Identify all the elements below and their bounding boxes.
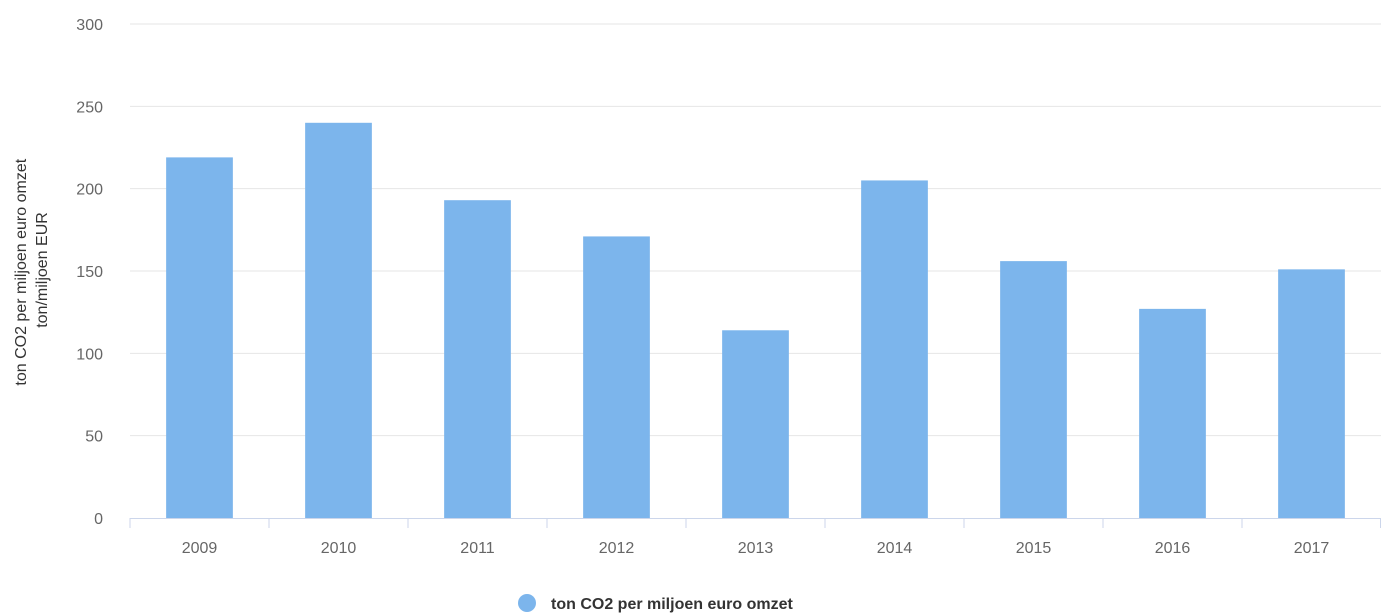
- x-tick-label: 2010: [321, 540, 357, 557]
- bars: [166, 122, 1345, 519]
- bar-2010[interactable]: [305, 122, 372, 519]
- y-tick-label: 50: [85, 429, 103, 446]
- x-tick-label: 2013: [738, 540, 774, 557]
- x-tick-label: 2015: [1016, 540, 1052, 557]
- bar-2016[interactable]: [1139, 308, 1206, 518]
- y-axis-title: ton CO2 per miljoen euro omzet ton/miljo…: [13, 154, 51, 385]
- bar-2017[interactable]: [1278, 269, 1345, 518]
- bar-2012[interactable]: [583, 236, 650, 519]
- bar-2011[interactable]: [444, 200, 511, 518]
- y-tick-label: 0: [94, 511, 103, 528]
- y-tick-label: 100: [76, 346, 103, 363]
- x-tick-label: 2012: [599, 540, 635, 557]
- y-tick-label: 250: [76, 99, 103, 116]
- bar-2009[interactable]: [166, 157, 233, 518]
- legend[interactable]: ton CO2 per miljoen euro omzet: [518, 594, 793, 613]
- x-axis: [129, 518, 1381, 528]
- x-tick-label: 2011: [460, 540, 495, 557]
- bar-2013[interactable]: [722, 330, 789, 518]
- x-tick-label: 2016: [1155, 540, 1191, 557]
- y-axis-title-line-1: ton CO2 per miljoen euro omzet: [13, 158, 30, 385]
- legend-swatch-icon: [518, 594, 536, 612]
- x-axis-ticks: 2009 2010 2011 2012 2013 2014 2015 2016 2017: [182, 540, 1330, 557]
- bar-2015[interactable]: [1000, 261, 1067, 518]
- y-tick-label: 150: [76, 264, 103, 281]
- x-tick-label: 2009: [182, 540, 218, 557]
- x-tick-label: 2017: [1294, 540, 1330, 557]
- legend-label[interactable]: ton CO2 per miljoen euro omzet: [551, 596, 793, 613]
- y-axis-ticks: 0 50 100 150 200 250 300: [76, 17, 103, 528]
- x-tick-label: 2014: [877, 540, 913, 557]
- bar-2014[interactable]: [861, 180, 928, 518]
- y-tick-label: 200: [76, 182, 103, 199]
- y-axis-title-line-2: ton/miljoen EUR: [34, 212, 51, 328]
- y-tick-label: 300: [76, 17, 103, 34]
